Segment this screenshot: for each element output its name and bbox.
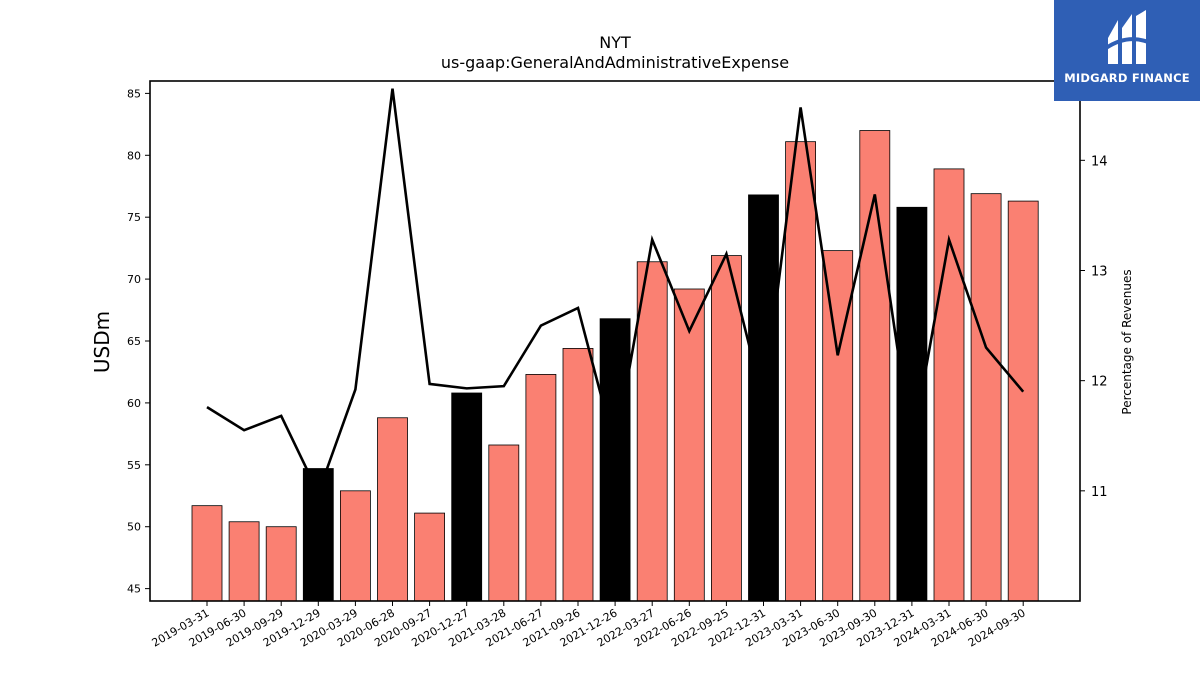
bar (711, 255, 742, 602)
midgard-logo-icon (1104, 10, 1149, 64)
y-tick-label: 45 (127, 583, 141, 596)
bar (488, 444, 520, 602)
bar (377, 417, 408, 602)
bar (785, 141, 816, 602)
y-tick-label: 50 (127, 521, 141, 534)
y-axis-label: USDm (90, 311, 114, 373)
bar-q4 (896, 206, 928, 602)
y2-tick-label: 12 (1091, 375, 1108, 390)
chart-subtitle: us-gaap:GeneralAndAdministrativeExpense (441, 53, 789, 72)
y2-axis-label: Percentage of Revenues (1120, 269, 1134, 414)
bar (265, 526, 297, 602)
bar-q4 (302, 468, 334, 602)
bar (414, 512, 446, 602)
bar-q4 (451, 392, 483, 602)
bar (525, 374, 557, 602)
brand-logo: MIDGARD FINANCE (1054, 0, 1200, 101)
y-tick-label: 75 (127, 211, 141, 224)
y2-tick-label: 14 (1091, 154, 1108, 169)
bars-layer (191, 130, 1039, 602)
y-tick-label: 60 (127, 397, 141, 410)
bar (822, 250, 854, 602)
bar (933, 168, 965, 602)
bar (228, 521, 260, 602)
line-layer (206, 88, 1025, 497)
bar (859, 130, 891, 602)
y-tick-label: 80 (127, 149, 141, 162)
y-tick-label: 85 (127, 87, 141, 100)
y-tick-label: 70 (127, 273, 141, 286)
bar (339, 490, 371, 602)
bar (673, 288, 705, 602)
bar (1007, 200, 1039, 602)
bar (636, 261, 668, 602)
y-tick-label: 55 (127, 459, 141, 472)
bar (970, 193, 1002, 602)
chart-title: NYT (599, 33, 631, 52)
y2-tick-label: 13 (1091, 264, 1108, 279)
bar (562, 348, 594, 602)
bar-q4 (599, 318, 631, 602)
brand-name: MIDGARD FINANCE (1064, 71, 1190, 85)
y2-tick-label: 11 (1091, 485, 1108, 500)
bar (191, 505, 223, 602)
y-tick-label: 65 (127, 335, 141, 348)
